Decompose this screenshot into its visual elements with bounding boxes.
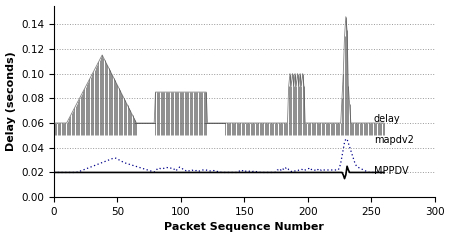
- Y-axis label: Delay (seconds): Delay (seconds): [5, 51, 16, 151]
- X-axis label: Packet Sequence Number: Packet Sequence Number: [164, 223, 324, 233]
- Text: delay: delay: [374, 114, 400, 124]
- Text: mapdv2: mapdv2: [374, 135, 414, 145]
- Text: MPPDV: MPPDV: [374, 166, 408, 176]
